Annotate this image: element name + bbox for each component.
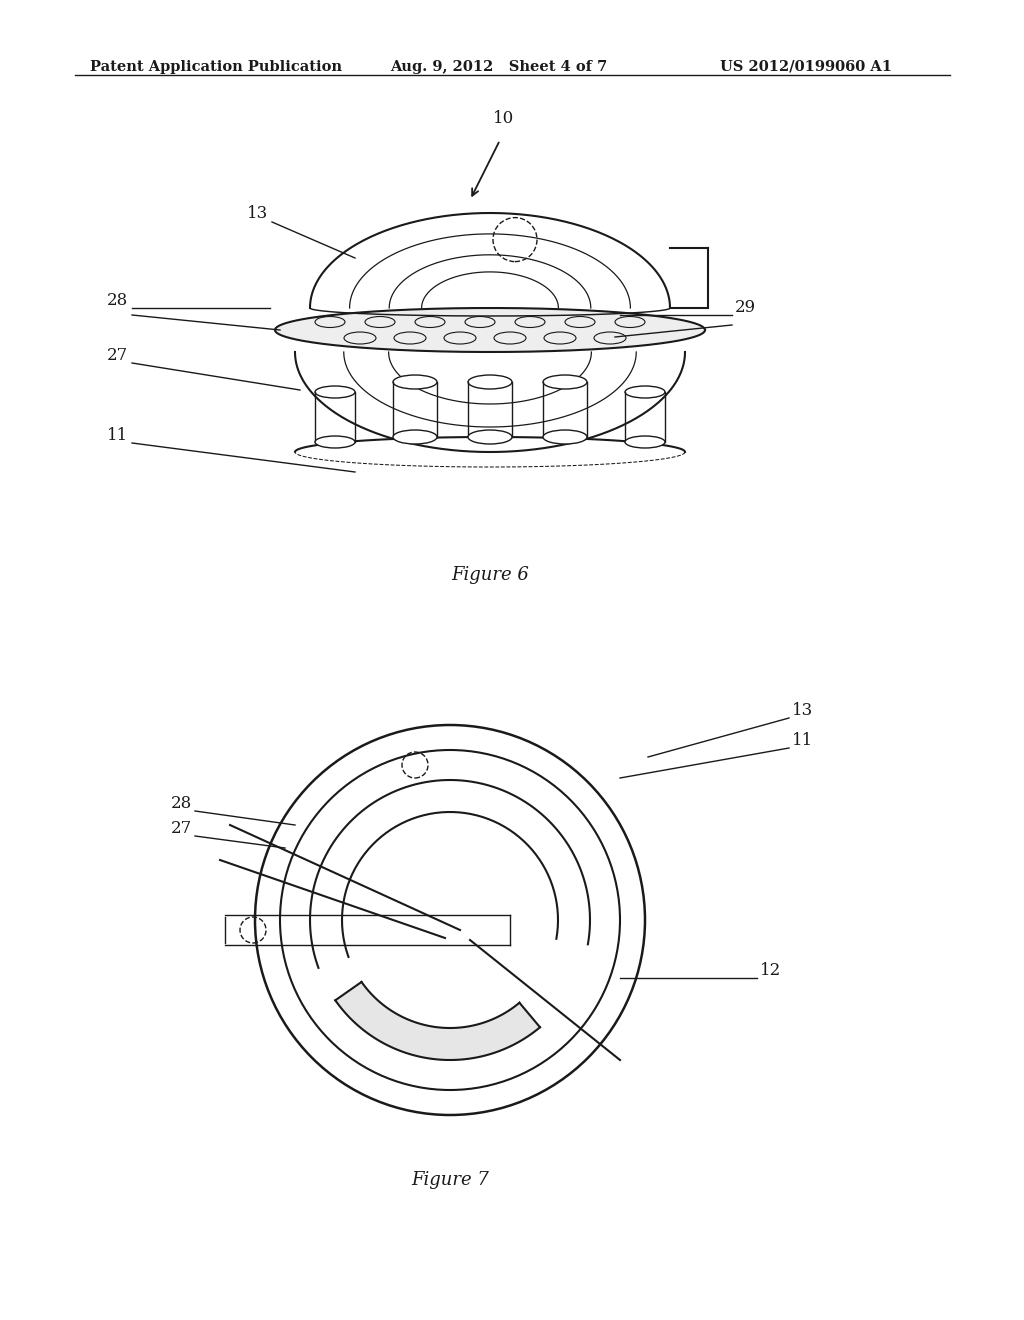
Ellipse shape (543, 430, 587, 444)
Ellipse shape (468, 430, 512, 444)
Polygon shape (275, 308, 705, 352)
Text: Patent Application Publication: Patent Application Publication (90, 59, 342, 74)
Text: 13: 13 (247, 205, 268, 222)
Text: 11: 11 (106, 426, 128, 444)
Ellipse shape (625, 436, 665, 447)
Ellipse shape (393, 430, 437, 444)
Text: 27: 27 (171, 820, 193, 837)
Text: Figure 7: Figure 7 (411, 1171, 488, 1189)
Text: 11: 11 (792, 733, 813, 748)
Polygon shape (335, 982, 540, 1060)
Text: 12: 12 (760, 962, 781, 979)
Text: 28: 28 (106, 292, 128, 309)
Text: 13: 13 (792, 702, 813, 719)
Ellipse shape (543, 375, 587, 389)
Ellipse shape (315, 385, 355, 399)
Ellipse shape (315, 436, 355, 447)
Text: 10: 10 (493, 110, 514, 127)
Ellipse shape (468, 375, 512, 389)
Ellipse shape (393, 375, 437, 389)
Text: Figure 6: Figure 6 (451, 566, 529, 583)
Text: US 2012/0199060 A1: US 2012/0199060 A1 (720, 59, 892, 74)
Text: Aug. 9, 2012   Sheet 4 of 7: Aug. 9, 2012 Sheet 4 of 7 (390, 59, 607, 74)
Text: 29: 29 (735, 300, 756, 315)
Ellipse shape (625, 385, 665, 399)
Text: 27: 27 (106, 347, 128, 364)
Text: 28: 28 (171, 795, 193, 812)
